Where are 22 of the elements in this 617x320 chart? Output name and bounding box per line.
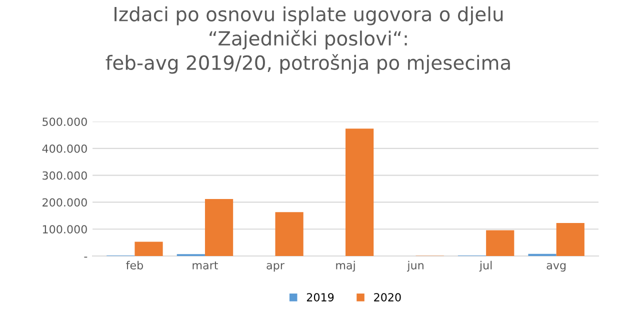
bar: [204, 199, 234, 256]
x-tick-label: apr: [266, 263, 284, 272]
y-tick-label: 400.000: [42, 144, 87, 153]
y-tick-label: 200.000: [42, 198, 87, 207]
y-tick-label: 100.000: [42, 225, 87, 234]
bar: [556, 222, 584, 256]
legend-label: 2019: [306, 293, 334, 302]
x-tick-label: maj: [336, 260, 355, 272]
x-tick-label: mart: [192, 262, 218, 270]
y-tick-label: 300.000: [42, 171, 87, 180]
x-tick-label: avg: [546, 263, 566, 272]
bar: [275, 212, 304, 256]
bar: [134, 242, 163, 256]
chart-title: Izdaci po osnovu isplate ugovora o djelu “Zajednički poslovi“: feb-avg 2019/20, potrošnja po mjesecima: [106, 6, 510, 74]
legend-label: 2020: [374, 293, 401, 302]
y-tick-label: 500.000: [42, 118, 87, 126]
bar: [486, 230, 514, 256]
x-tick-label: feb: [126, 260, 144, 270]
x-tick-label: jul: [479, 260, 492, 272]
bar: [346, 128, 374, 256]
x-tick-label: jun: [407, 260, 424, 272]
y-tick-label: -: [84, 256, 88, 258]
